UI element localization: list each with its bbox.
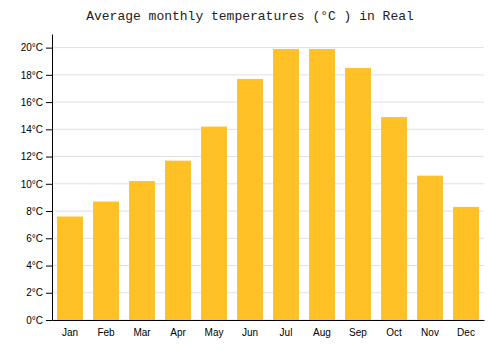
chart-svg: 0°C 2°C 4°C 6°C 8°C 10°C 12°C 14°C 16°C 18°C 20°C J…: [0, 0, 500, 350]
y-tick: 2°C: [26, 287, 52, 298]
grid-line: [52, 47, 484, 48]
bar: [237, 79, 263, 320]
y-tick-label: 18°C: [21, 70, 43, 81]
y-tick-label: 12°C: [21, 151, 43, 162]
bar: [201, 127, 227, 320]
y-tick-mark: [46, 211, 52, 212]
bar: [309, 49, 335, 320]
x-tick-label: Sep: [349, 327, 367, 338]
y-tick-label: 0°C: [26, 315, 43, 326]
y-tick: 4°C: [26, 260, 52, 271]
x-tick: Feb: [97, 327, 115, 338]
y-tick-label: 14°C: [21, 124, 43, 135]
y-tick-mark: [46, 75, 52, 76]
y-tick-label: 10°C: [21, 179, 43, 190]
grid: [52, 48, 484, 320]
bar: [273, 49, 299, 320]
y-tick-label: 4°C: [26, 260, 43, 271]
x-tick-label: Aug: [313, 327, 331, 338]
x-tick-label: May: [205, 327, 224, 338]
y-tick-mark: [46, 184, 52, 185]
grid-line: [52, 102, 484, 103]
y-tick: 8°C: [26, 206, 52, 217]
y-tick-mark: [46, 320, 52, 321]
x-axis-line: [53, 320, 485, 321]
bar: [165, 161, 191, 320]
x-axis: Jan Feb Mar Apr May Jun Jul Aug Sep Oct Nov Dec: [53, 321, 485, 339]
chart-container: 0°C 2°C 4°C 6°C 8°C 10°C 12°C 14°C 16°C 18°C 20°C J…: [0, 0, 500, 350]
bar: [345, 68, 371, 320]
grid-line: [52, 74, 484, 75]
x-tick: Jan: [62, 327, 78, 338]
y-tick: 10°C: [21, 179, 52, 190]
bar: [453, 207, 479, 320]
x-tick: Jun: [242, 327, 258, 338]
y-tick: 18°C: [21, 70, 52, 81]
y-tick-label: 20°C: [21, 42, 43, 53]
y-tick-mark: [46, 266, 52, 267]
y-tick: 12°C: [21, 151, 52, 162]
grid-line: [52, 156, 484, 157]
x-tick: Jul: [280, 327, 293, 338]
y-axis: 0°C 2°C 4°C 6°C 8°C 10°C 12°C 14°C 16°C 18°C 20°C: [21, 35, 53, 326]
y-tick-mark: [46, 157, 52, 158]
plot-root: 0°C 2°C 4°C 6°C 8°C 10°C 12°C 14°C 16°C 18°C 20°C J…: [21, 35, 485, 339]
y-tick-mark: [46, 129, 52, 130]
x-tick-label: Apr: [170, 327, 186, 338]
x-tick: Sep: [349, 327, 367, 338]
bars: [57, 49, 479, 320]
y-tick-label: 16°C: [21, 97, 43, 108]
bar: [57, 216, 83, 320]
y-tick: 16°C: [21, 97, 52, 108]
x-tick-label: Oct: [386, 327, 402, 338]
y-tick-label: 2°C: [26, 287, 43, 298]
bar: [417, 176, 443, 320]
y-tick-mark: [46, 293, 52, 294]
x-tick: Apr: [170, 327, 186, 338]
grid-line: [52, 129, 484, 130]
x-tick: May: [205, 327, 224, 338]
y-tick: 20°C: [21, 42, 52, 53]
bar: [129, 181, 155, 320]
x-tick-label: Jul: [280, 327, 293, 338]
x-tick-label: Jan: [62, 327, 78, 338]
y-tick: 14°C: [21, 124, 52, 135]
y-tick-mark: [46, 238, 52, 239]
x-tick-label: Nov: [421, 327, 439, 338]
y-tick: 0°C: [26, 315, 52, 326]
x-tick: Mar: [133, 327, 151, 338]
x-tick-label: Dec: [457, 327, 475, 338]
x-tick: Aug: [313, 327, 331, 338]
x-tick-label: Jun: [242, 327, 258, 338]
title: Average monthly temperatures (°C ) in Re…: [86, 9, 414, 24]
y-axis-line: [52, 35, 53, 321]
bar: [381, 117, 407, 320]
x-tick: Nov: [421, 327, 439, 338]
x-tick: Oct: [386, 327, 402, 338]
y-tick-mark: [46, 102, 52, 103]
x-tick: Dec: [457, 327, 475, 338]
y-tick-label: 6°C: [26, 233, 43, 244]
y-tick-mark: [46, 48, 52, 49]
y-tick-label: 8°C: [26, 206, 43, 217]
bar: [93, 202, 119, 320]
y-tick: 6°C: [26, 233, 52, 244]
x-tick-label: Feb: [97, 327, 115, 338]
x-tick-label: Mar: [133, 327, 151, 338]
